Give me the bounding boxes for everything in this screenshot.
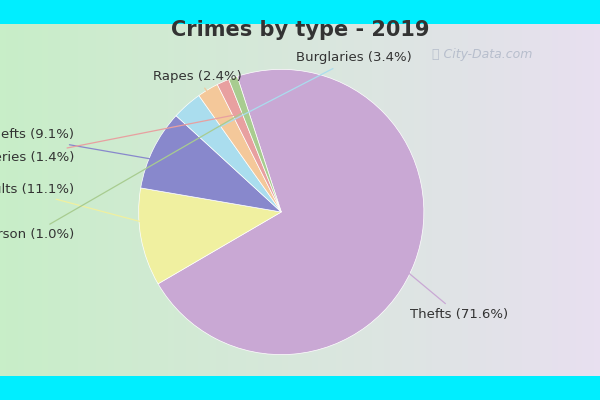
Wedge shape — [140, 116, 281, 212]
Text: Rapes (2.4%): Rapes (2.4%) — [152, 70, 241, 118]
Wedge shape — [229, 76, 281, 212]
Wedge shape — [139, 188, 281, 284]
Text: Burglaries (3.4%): Burglaries (3.4%) — [213, 52, 411, 130]
Text: Assaults (11.1%): Assaults (11.1%) — [0, 183, 173, 230]
Text: Crimes by type - 2019: Crimes by type - 2019 — [171, 20, 429, 40]
Text: Thefts (71.6%): Thefts (71.6%) — [383, 252, 508, 321]
Wedge shape — [158, 69, 424, 355]
Text: ⓘ City-Data.com: ⓘ City-Data.com — [432, 48, 532, 61]
Text: Auto thefts (9.1%): Auto thefts (9.1%) — [0, 128, 182, 164]
Wedge shape — [217, 80, 281, 212]
Text: Robberies (1.4%): Robberies (1.4%) — [0, 115, 235, 164]
Wedge shape — [199, 84, 281, 212]
Text: Arson (1.0%): Arson (1.0%) — [0, 113, 242, 241]
Wedge shape — [176, 96, 281, 212]
